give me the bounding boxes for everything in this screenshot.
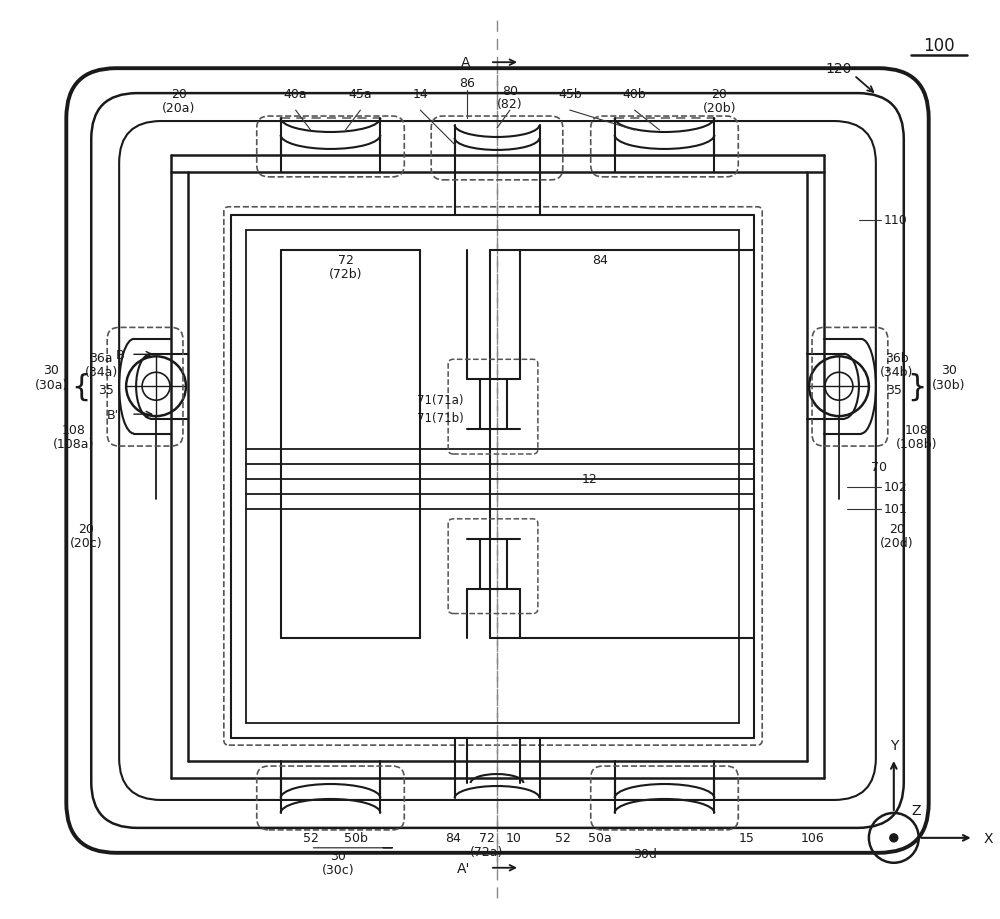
Text: 120: 120 — [826, 62, 852, 76]
Circle shape — [890, 834, 898, 842]
Text: 50b: 50b — [344, 832, 367, 845]
Text: 52: 52 — [555, 832, 571, 845]
Text: 40a: 40a — [284, 87, 307, 100]
Text: (20d): (20d) — [880, 537, 914, 550]
Text: 50a: 50a — [588, 832, 612, 845]
Text: 80: 80 — [502, 85, 518, 97]
Text: 71(71a): 71(71a) — [417, 393, 463, 406]
Text: (72a): (72a) — [470, 845, 504, 858]
Text: 40b: 40b — [623, 87, 646, 100]
Text: (82): (82) — [497, 97, 523, 110]
Text: 45b: 45b — [558, 87, 582, 100]
Text: 30: 30 — [43, 363, 59, 377]
Text: 70: 70 — [871, 461, 887, 474]
Text: 102: 102 — [884, 481, 908, 494]
Text: (20b): (20b) — [703, 101, 736, 115]
Text: 101: 101 — [884, 503, 908, 516]
Text: 36a: 36a — [89, 351, 113, 365]
Text: X: X — [984, 831, 993, 845]
Text: Z: Z — [911, 803, 920, 817]
Text: (30b): (30b) — [932, 379, 965, 391]
Text: 12: 12 — [582, 473, 598, 486]
Text: (34b): (34b) — [880, 366, 913, 379]
Text: 45a: 45a — [349, 87, 372, 100]
Text: 36b: 36b — [885, 351, 909, 365]
Text: 20: 20 — [78, 523, 94, 536]
Text: 108: 108 — [905, 423, 929, 437]
Text: 30d: 30d — [633, 847, 656, 860]
Text: (30c): (30c) — [322, 863, 355, 877]
Text: 30: 30 — [941, 363, 957, 377]
Text: A: A — [461, 56, 470, 70]
Text: (20a): (20a) — [162, 101, 196, 115]
Text: Y: Y — [890, 738, 898, 753]
Text: 35: 35 — [98, 383, 114, 396]
Text: (34a): (34a) — [85, 366, 118, 379]
Text: 86: 86 — [459, 76, 475, 89]
Text: 20: 20 — [171, 87, 187, 100]
Text: 72: 72 — [338, 254, 353, 267]
Text: 84: 84 — [445, 832, 461, 845]
Text: 52: 52 — [303, 832, 319, 845]
Text: A': A' — [457, 861, 470, 875]
Text: 106: 106 — [800, 832, 824, 845]
Text: 15: 15 — [738, 832, 754, 845]
Text: 35: 35 — [886, 383, 902, 396]
Text: 71(71b): 71(71b) — [417, 411, 464, 425]
Text: 10: 10 — [506, 832, 522, 845]
Text: 100: 100 — [923, 37, 954, 55]
Text: 14: 14 — [412, 87, 428, 100]
Text: 110: 110 — [884, 214, 908, 227]
Text: (72b): (72b) — [329, 267, 362, 281]
Text: {: { — [72, 372, 91, 402]
Text: 30: 30 — [331, 849, 346, 862]
Text: }: } — [907, 372, 926, 402]
Text: 20: 20 — [889, 523, 905, 536]
Text: (30a): (30a) — [35, 379, 68, 391]
Text: 108: 108 — [61, 423, 85, 437]
Text: (108a): (108a) — [53, 437, 94, 450]
Text: 84: 84 — [592, 254, 608, 267]
Text: 72: 72 — [479, 832, 495, 845]
Text: B: B — [116, 348, 124, 361]
Text: (108b): (108b) — [896, 437, 937, 450]
Text: (20c): (20c) — [70, 537, 103, 550]
Text: B': B' — [107, 408, 119, 421]
Text: 20: 20 — [711, 87, 727, 100]
